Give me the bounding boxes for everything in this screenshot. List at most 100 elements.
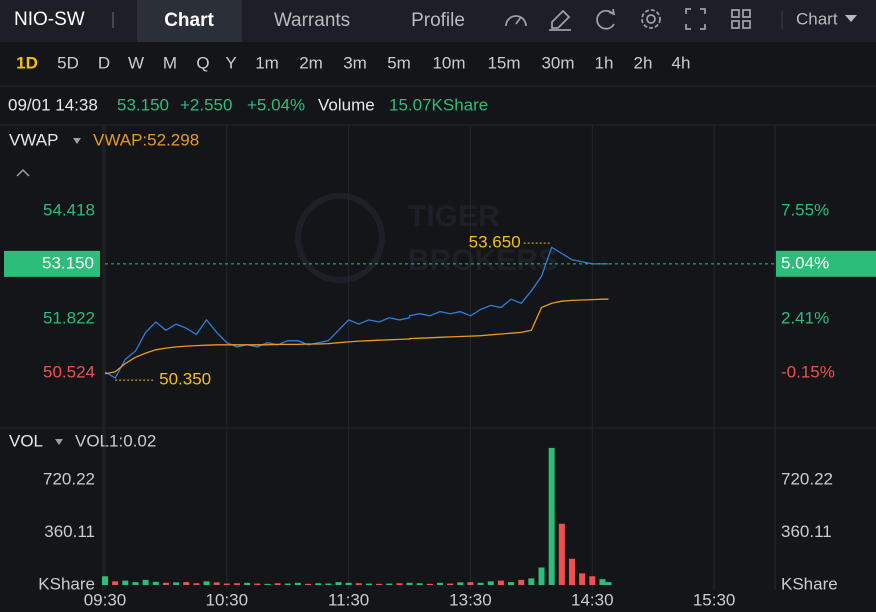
period-button[interactable]: 10m (432, 53, 465, 72)
period-button[interactable]: Q (196, 53, 209, 72)
y-tick-label: 720.22 (43, 469, 95, 488)
volume-bar (568, 558, 575, 585)
volume-bar (284, 583, 291, 585)
watermark: BROKERS (408, 244, 558, 277)
volume-bar (589, 576, 596, 585)
high-label: 53.650 (469, 233, 521, 252)
volume-bar (193, 583, 200, 585)
quote-price: 53.150 (117, 95, 169, 114)
period-button[interactable]: 1m (255, 53, 279, 72)
low-label: 50.350 (159, 370, 211, 389)
volume-bar (244, 582, 251, 585)
indicator-name[interactable]: VWAP (9, 130, 58, 149)
x-tick-label: 14:30 (571, 590, 614, 609)
icon-gauge[interactable] (505, 15, 527, 27)
volume-bar (447, 583, 454, 585)
volume-bar (325, 583, 332, 585)
period-button[interactable]: 2m (299, 53, 323, 72)
menu-caret[interactable] (845, 15, 857, 22)
volume-bar (102, 576, 108, 585)
icon-settings[interactable] (646, 14, 656, 24)
volume-bar (599, 579, 606, 585)
y2-tick-label: 2.41% (781, 309, 829, 328)
watermark: TIGER (408, 200, 500, 233)
volume-bar (173, 582, 180, 585)
y2-tick-label: -0.15% (781, 362, 835, 381)
volume-bar (558, 523, 565, 585)
period-button[interactable]: 30m (541, 53, 574, 72)
y-tick-label: 50.524 (43, 362, 95, 381)
period-button[interactable]: Y (225, 53, 236, 72)
period-bar: 1D 5D D W M Q Y 1m 2m 3m 5m 10m 15m 30m 1h 2h 4h (16, 53, 690, 72)
y-tick-label: 360.11 (44, 522, 95, 541)
price-line (104, 246, 609, 379)
x-tick-label: 13:30 (449, 590, 492, 609)
volume-bar (345, 582, 352, 585)
volume-bar (142, 579, 149, 585)
period-button[interactable]: 4h (672, 53, 691, 72)
y2-tick-label: 360.11 (781, 522, 832, 541)
icon-draw[interactable] (549, 9, 571, 31)
last-price-label: 53.150 (42, 253, 94, 272)
volume-bar (203, 581, 210, 585)
active-tab-bg (137, 0, 242, 42)
icon-grid-cell (742, 20, 751, 29)
last-pct-label: 5.04% (781, 253, 829, 272)
icon-fullscreen[interactable] (685, 8, 706, 30)
tab[interactable]: Chart (164, 10, 214, 31)
volume-bar (183, 582, 190, 585)
volume-bar (477, 582, 484, 585)
volume-bar (223, 583, 230, 585)
volume-bar (315, 583, 322, 585)
volume-bar (112, 581, 119, 585)
last-price-box (4, 250, 100, 277)
x-tick-label: 15:30 (693, 590, 736, 609)
indicator-caret[interactable] (73, 138, 81, 144)
volume-bar (487, 581, 494, 585)
period-button[interactable]: M (163, 53, 177, 72)
chart-menu[interactable]: Chart (796, 9, 838, 28)
volume-bar (365, 583, 372, 585)
x-tick-label: 10:30 (206, 590, 249, 609)
collapse-icon[interactable] (16, 168, 30, 177)
volume-bar (548, 447, 555, 585)
quote-volume: 15.07KShare (389, 95, 488, 114)
volume-bar (122, 580, 129, 585)
tab[interactable]: Warrants (274, 10, 350, 31)
indicator-caret[interactable] (55, 439, 63, 445)
period-button[interactable]: D (98, 53, 110, 72)
volume-bar (355, 583, 362, 585)
volume-bar (213, 582, 220, 585)
period-button[interactable]: W (128, 53, 144, 72)
volume-bar (335, 582, 342, 585)
last-pct-box (776, 250, 876, 277)
volume-bar (416, 583, 423, 585)
volume-bar (518, 579, 525, 585)
volume-bar (497, 580, 504, 585)
volume-bar (274, 583, 281, 585)
period-button[interactable]: 15m (487, 53, 520, 72)
tab[interactable]: Profile (411, 10, 465, 31)
x-tick-label: 11:30 (328, 590, 369, 609)
icon-refresh[interactable] (596, 8, 616, 30)
period-button[interactable]: 1h (595, 53, 614, 72)
volume-bar (437, 582, 443, 585)
volume-bar (162, 582, 169, 585)
volume-label: Volume (318, 95, 375, 114)
period-button[interactable]: 2h (634, 53, 653, 72)
period-button[interactable]: 1D (16, 53, 38, 72)
volume-bar (528, 578, 535, 585)
y2-tick-label: KShare (781, 574, 838, 593)
volume-bar (254, 583, 261, 585)
indicator-name[interactable]: VOL (9, 431, 43, 450)
y-tick-label: KShare (38, 574, 95, 593)
period-button[interactable]: 5D (57, 53, 79, 72)
period-button[interactable]: 3m (343, 53, 367, 72)
period-button[interactable]: 5m (387, 53, 411, 72)
volume-bar (152, 581, 159, 585)
indicator-value: VOL1:0.02 (75, 431, 156, 450)
icon-grid[interactable] (731, 9, 740, 18)
volume-bar (132, 582, 139, 585)
